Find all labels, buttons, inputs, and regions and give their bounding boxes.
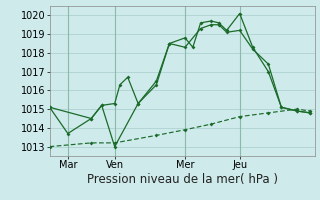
X-axis label: Pression niveau de la mer( hPa ): Pression niveau de la mer( hPa ) bbox=[87, 173, 278, 186]
